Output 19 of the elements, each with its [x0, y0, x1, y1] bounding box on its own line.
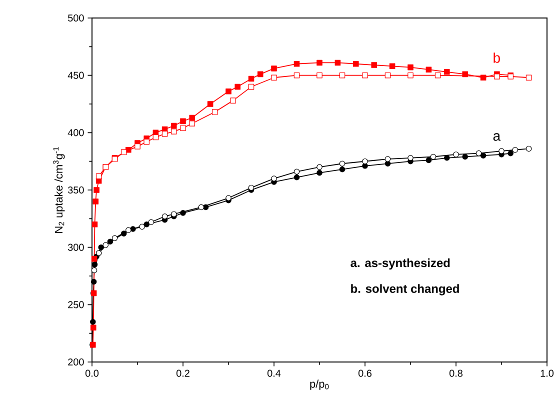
annotation: a. as-synthesized — [350, 258, 450, 270]
series-label: a — [493, 133, 501, 141]
x-tick-label: 0.2 — [176, 370, 190, 377]
y-tick-label: 250 — [68, 301, 84, 308]
y-tick-label: 400 — [68, 129, 84, 136]
x-tick-label: 0.4 — [267, 370, 281, 377]
series-label: b — [494, 52, 500, 63]
x-tick-label: 0.0 — [85, 370, 99, 377]
y-tick-label: 300 — [68, 244, 84, 251]
annotation: b. solvent changed — [351, 284, 459, 296]
y-axis-title: N$_{2}$ uptake /cm$^{3}$g$^{-1}$ — [53, 147, 65, 233]
y-tick-label: 500 — [68, 14, 84, 22]
x-tick-label: 0.6 — [358, 370, 372, 377]
y-tick-label: 350 — [68, 186, 84, 194]
y-tick-label: 200 — [68, 358, 84, 366]
x-tick-label: 1.0 — [540, 370, 554, 377]
y-tick-label: 450 — [68, 72, 84, 79]
x-axis-title: p/p$_{0}$ — [310, 380, 329, 390]
x-tick-label: 0.8 — [449, 370, 462, 377]
